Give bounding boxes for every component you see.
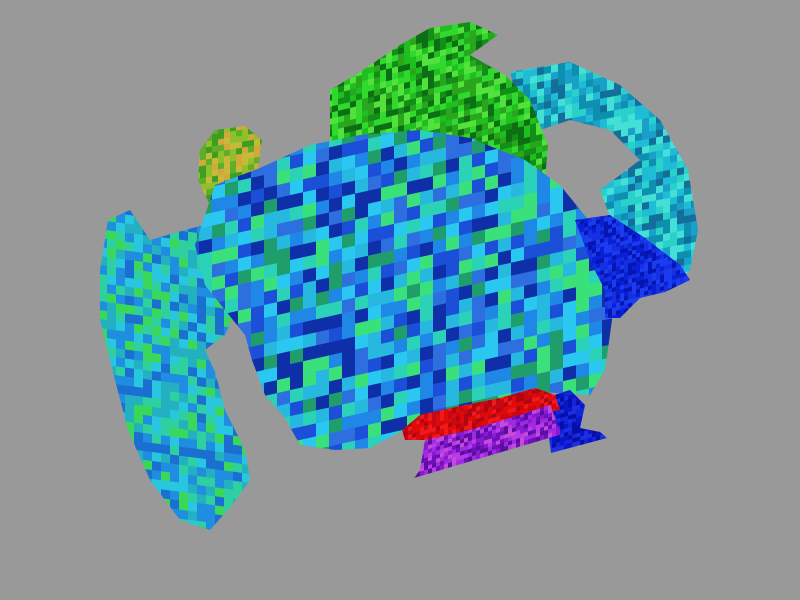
- fisheye-voxel-sphere-render: [0, 0, 800, 600]
